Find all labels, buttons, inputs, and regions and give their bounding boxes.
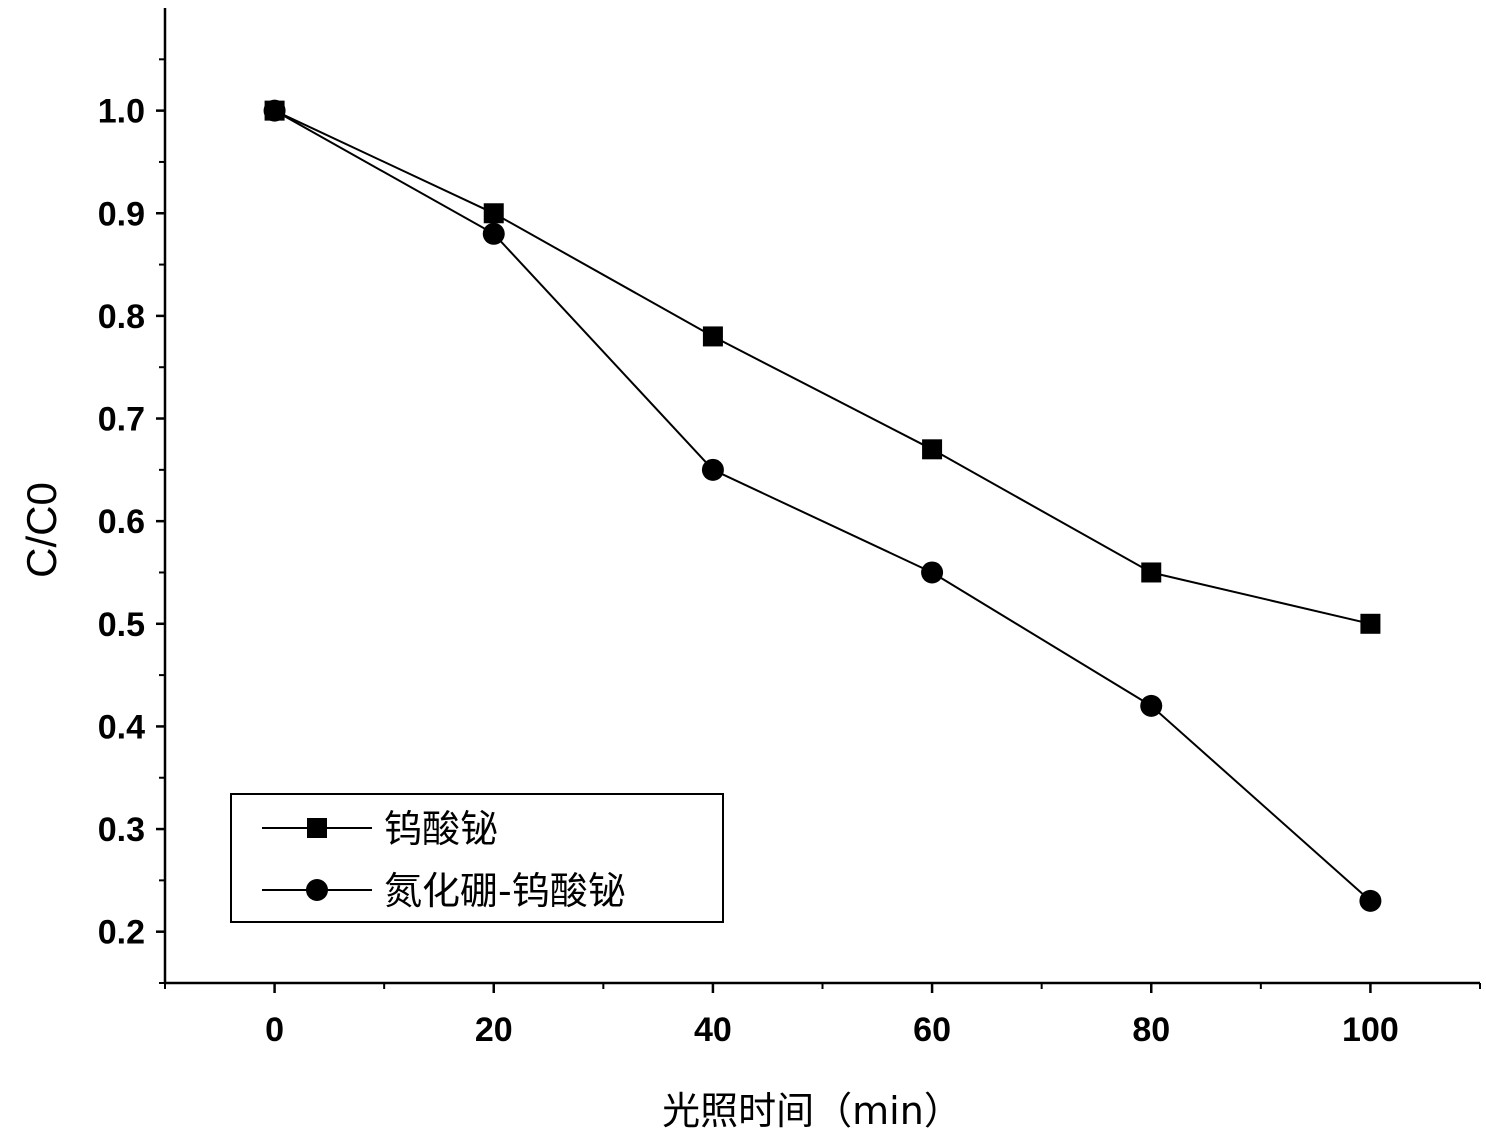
legend-label-1: 钨酸铋 [384, 807, 498, 851]
data-point-circle [701, 458, 724, 481]
series-line [274, 109, 1372, 902]
x-tick-label: 60 [913, 1011, 951, 1049]
x-ticks: 0 20 40 60 80 100 [164, 983, 1481, 1049]
y-tick-label: 0.5 [98, 606, 145, 644]
x-tick-label: 20 [475, 1011, 513, 1049]
legend: 钨酸铋 氮化硼-钨酸铋 [230, 793, 724, 923]
data-point-circle [921, 561, 944, 584]
data-point-square [1141, 562, 1162, 583]
y-tick-label: 0.4 [98, 708, 145, 746]
series-2 [263, 99, 1382, 912]
x-tick-label: 40 [694, 1011, 732, 1049]
legend-marker-circle [306, 879, 328, 901]
y-tick-label: 0.7 [98, 401, 145, 439]
data-point-square [702, 326, 723, 347]
data-point-circle [1359, 889, 1382, 912]
series-line [274, 109, 1371, 625]
legend-marker-square [307, 818, 327, 838]
y-tick-label: 1.0 [98, 93, 145, 131]
x-tick-label: 0 [265, 1011, 284, 1049]
y-tick-label: 0.3 [98, 811, 145, 849]
legend-label-2: 氮化硼-钨酸铋 [384, 869, 626, 913]
data-point-circle [482, 222, 505, 245]
x-axis-label: 光照时间（min） [662, 1089, 962, 1133]
legend-box [230, 793, 724, 923]
y-ticks: 0.2 0.3 0.4 0.5 0.6 0.7 0.8 0.9 1.0 [98, 58, 165, 984]
y-tick-label: 0.8 [98, 298, 145, 336]
x-tick-label: 100 [1342, 1011, 1399, 1049]
data-point-circle [1140, 694, 1163, 717]
y-tick-label: 0.2 [98, 914, 145, 952]
series-1 [264, 100, 1381, 634]
data-point-square [1360, 613, 1381, 634]
data-point-square [922, 439, 943, 460]
y-tick-label: 0.9 [98, 195, 145, 233]
x-tick-label: 80 [1132, 1011, 1170, 1049]
y-axis-label: C/C0 [18, 482, 65, 578]
y-tick-label: 0.6 [98, 503, 145, 541]
data-point-circle [263, 99, 286, 122]
series-layer [263, 99, 1382, 912]
data-point-square [483, 203, 504, 224]
